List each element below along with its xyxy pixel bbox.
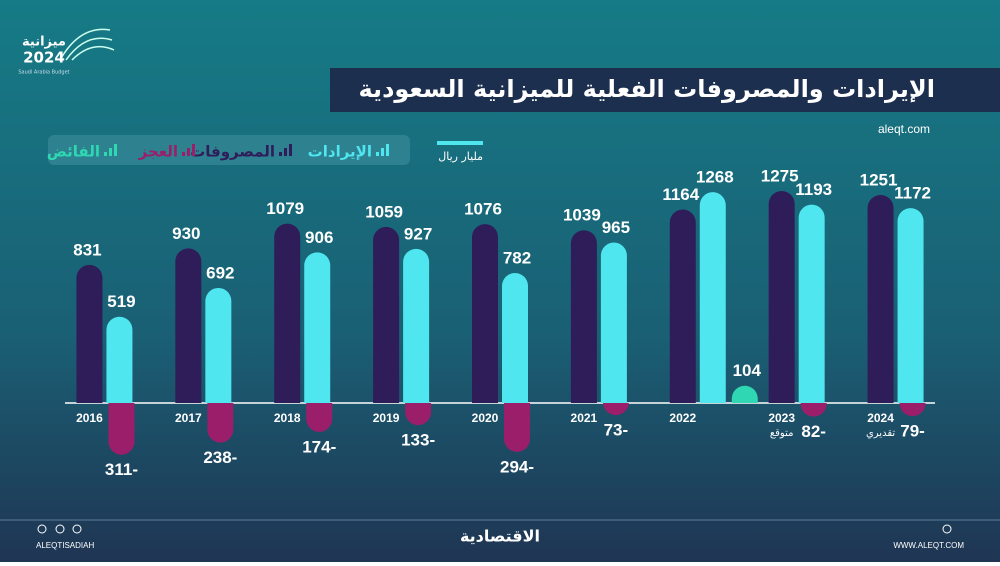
x-tick-label: 2023 (768, 411, 795, 425)
bar (274, 223, 301, 403)
logo-title: ميزانية (22, 35, 66, 50)
bar (731, 385, 758, 403)
value-label: 692 (206, 263, 234, 282)
bar (899, 403, 926, 417)
unit-label: مليار ريال (438, 150, 483, 163)
bar (867, 194, 894, 403)
value-label: 294- (500, 457, 534, 476)
bar (502, 272, 528, 403)
bar (373, 226, 400, 403)
value-label: 1076 (464, 200, 502, 219)
value-label: 519 (107, 292, 135, 311)
x-tick-note: تقديري (866, 428, 895, 439)
x-tick-label: 2018 (274, 411, 301, 425)
bar (768, 191, 795, 403)
legend-box (48, 135, 410, 165)
bar (602, 402, 629, 416)
source: aleqt.com (878, 122, 930, 136)
bar (403, 248, 430, 403)
legend-icon (289, 144, 292, 156)
value-label: 782 (503, 248, 531, 267)
bar (106, 316, 133, 403)
value-label: 1172 (894, 184, 931, 203)
value-label: 1268 (696, 168, 734, 187)
value-label: 79- (900, 422, 925, 441)
title-banner (330, 68, 1000, 112)
x-tick-label: 2020 (472, 411, 499, 425)
legend-icon (182, 152, 185, 156)
x-tick-label: 2022 (669, 411, 696, 425)
bar (304, 252, 331, 403)
legend-label: الإيرادات (308, 143, 372, 161)
value-label: 927 (404, 224, 432, 243)
legend-label: المصروفات (190, 143, 275, 161)
value-label: 965 (602, 218, 630, 237)
chart-title: الإيرادات والمصروفات الفعلية للميزانية ا… (359, 75, 936, 103)
legend-label: العجز (138, 143, 178, 161)
bar (405, 403, 432, 426)
legend-icon (284, 148, 287, 156)
social-icons (37, 524, 952, 534)
bar (699, 192, 726, 403)
legend-icon (114, 144, 117, 156)
value-label: 73- (604, 421, 629, 440)
legend-icon (279, 152, 282, 156)
value-label: 1079 (266, 199, 304, 218)
legend-icon (376, 152, 379, 156)
bar (504, 403, 530, 452)
value-label: 104 (733, 361, 762, 380)
bar (108, 403, 135, 455)
legend-icon (109, 148, 112, 156)
bar (798, 204, 825, 403)
bar (205, 287, 232, 403)
footer-center: الاقتصادية (460, 527, 540, 546)
value-label: 238- (203, 448, 237, 467)
legend-icon (381, 148, 384, 156)
legend-icon (192, 144, 195, 156)
value-label: 1275 (761, 166, 799, 185)
bar (175, 248, 202, 403)
bar (897, 208, 924, 403)
value-label: 311- (105, 460, 138, 479)
x-tick-label: 2024 (867, 411, 894, 425)
value-label: 1164 (662, 185, 699, 204)
legend-icon (104, 152, 107, 156)
legend-label: الفائض (47, 143, 100, 161)
logo-subtitle: Saudi Arabia Budget (18, 70, 69, 76)
value-label: 1059 (365, 202, 403, 221)
bar (669, 209, 696, 403)
x-tick-label: 2016 (76, 411, 103, 425)
bar (472, 224, 498, 403)
value-label: 174- (302, 437, 336, 456)
x-tick-label: 2019 (373, 411, 400, 425)
footer-left: ALEQTISADIAH (36, 541, 94, 550)
value-label: 82- (801, 422, 826, 441)
legend-icon (187, 148, 190, 156)
x-tick-note: متوقع (770, 428, 794, 439)
value-label: 1193 (795, 180, 832, 199)
bar (600, 242, 627, 403)
value-label: 906 (305, 228, 333, 247)
value-label: 133- (401, 431, 435, 450)
bar (207, 403, 234, 443)
logo-year: 2024 (23, 49, 65, 67)
value-label: 930 (172, 224, 200, 243)
legend-icon (386, 144, 389, 156)
value-label: 1039 (563, 206, 601, 225)
value-label: 831 (73, 240, 101, 259)
x-tick-label: 2017 (175, 411, 202, 425)
bar (306, 403, 333, 432)
bar (800, 403, 827, 417)
bar (76, 264, 103, 403)
logo: ميزانية 2024 Saudi Arabia Budget (18, 28, 115, 76)
bar (570, 230, 597, 403)
footer-right: WWW.ALEQT.COM (893, 541, 964, 550)
x-tick-label: 2021 (571, 411, 598, 425)
value-label: 1251 (860, 170, 898, 189)
